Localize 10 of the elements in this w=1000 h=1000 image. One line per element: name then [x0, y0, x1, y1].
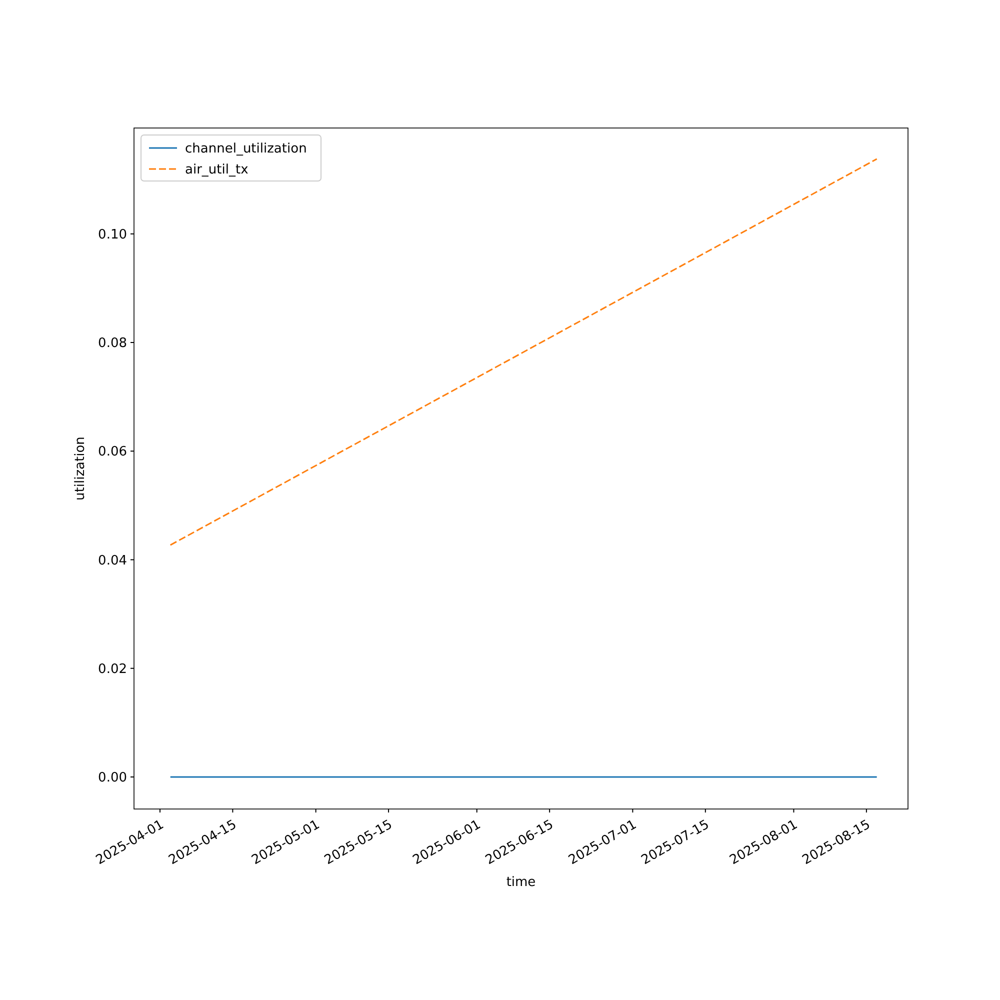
- legend-label: air_util_tx: [185, 162, 249, 178]
- y-tick-label: 0.10: [98, 227, 127, 242]
- y-tick-label: 0.00: [98, 770, 127, 786]
- y-tick-label: 0.08: [98, 336, 127, 352]
- y-tick-label: 0.02: [98, 662, 127, 677]
- y-axis-title: utilization: [73, 436, 88, 500]
- y-tick-label: 0.06: [98, 444, 127, 460]
- legend-label: channel_utilization: [185, 142, 307, 157]
- y-tick-label: 0.04: [98, 553, 127, 568]
- x-axis-title: time: [506, 875, 536, 890]
